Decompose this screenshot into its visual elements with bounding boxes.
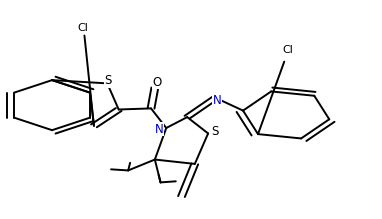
Text: N: N [212, 94, 221, 107]
Text: O: O [152, 76, 161, 89]
Text: S: S [211, 125, 219, 138]
Text: N: N [155, 123, 164, 136]
Text: Cl: Cl [77, 23, 88, 33]
Text: Cl: Cl [283, 45, 293, 55]
Text: S: S [105, 74, 112, 87]
